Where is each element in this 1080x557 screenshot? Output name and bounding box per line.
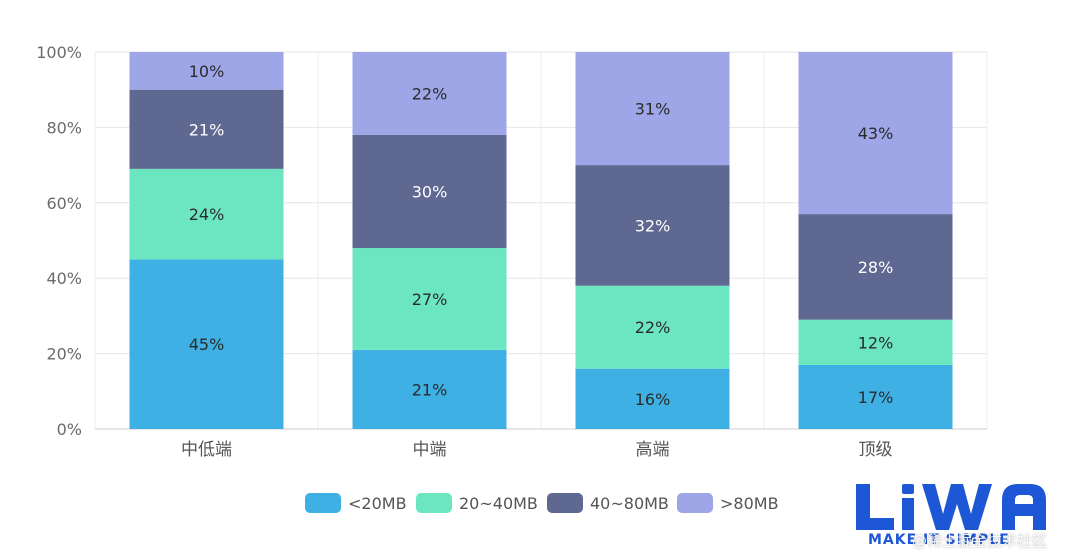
y-tick-label: 60%	[46, 194, 82, 213]
bar-segment	[352, 248, 507, 350]
legend-swatch	[547, 493, 583, 513]
data-label: 21%	[189, 120, 225, 139]
data-label: 22%	[635, 318, 671, 337]
bar-segment	[798, 364, 953, 429]
bar-segment	[798, 52, 953, 215]
y-tick-label: 40%	[46, 269, 82, 288]
legend-label: 20~40MB	[459, 494, 538, 513]
data-label: 28%	[858, 258, 894, 277]
bar-segment	[798, 214, 953, 320]
data-label: 10%	[189, 62, 225, 81]
data-label: 24%	[189, 205, 225, 224]
data-label: 17%	[858, 388, 894, 407]
bar-segment	[129, 259, 284, 429]
legend-label: >80MB	[720, 494, 779, 513]
bar-segment	[352, 134, 507, 249]
legend-label: <20MB	[348, 494, 407, 513]
legend-swatch	[305, 493, 341, 513]
bar-segment	[575, 165, 730, 286]
bar-segment	[575, 285, 730, 369]
y-tick-label: 0%	[57, 420, 82, 439]
legend-swatch	[416, 493, 452, 513]
data-label: 16%	[635, 390, 671, 409]
data-label: 12%	[858, 333, 894, 352]
liwa-logo	[856, 484, 1046, 530]
y-tick-label: 80%	[46, 118, 82, 137]
watermark-text: @稀土掘金技术社区	[912, 532, 1048, 550]
y-tick-label: 100%	[36, 43, 82, 62]
logo-subtext: MAKE IT SIMPLE	[868, 532, 1010, 548]
data-label: 27%	[412, 290, 448, 309]
bar-segment	[352, 52, 507, 135]
bar-segment	[129, 52, 284, 90]
bar-segment	[575, 368, 730, 429]
bar-segment	[575, 52, 730, 166]
data-label: 31%	[635, 100, 671, 119]
data-label: 22%	[412, 84, 448, 103]
legend-swatch	[677, 493, 713, 513]
data-label: 43%	[858, 124, 894, 143]
bar-segment	[129, 89, 284, 169]
bar-segment	[798, 319, 953, 365]
data-label: 45%	[189, 335, 225, 354]
bar-segment	[129, 168, 284, 260]
x-tick-label: 中低端	[181, 440, 232, 460]
data-label: 32%	[635, 216, 671, 235]
y-tick-label: 20%	[46, 345, 82, 364]
x-tick-label: 顶级	[859, 440, 893, 460]
x-tick-label: 高端	[636, 440, 670, 460]
legend-label: 40~80MB	[590, 494, 669, 513]
x-tick-label: 中端	[413, 440, 447, 460]
data-label: 21%	[412, 380, 448, 399]
bar-segment	[352, 349, 507, 429]
data-label: 30%	[412, 182, 448, 201]
